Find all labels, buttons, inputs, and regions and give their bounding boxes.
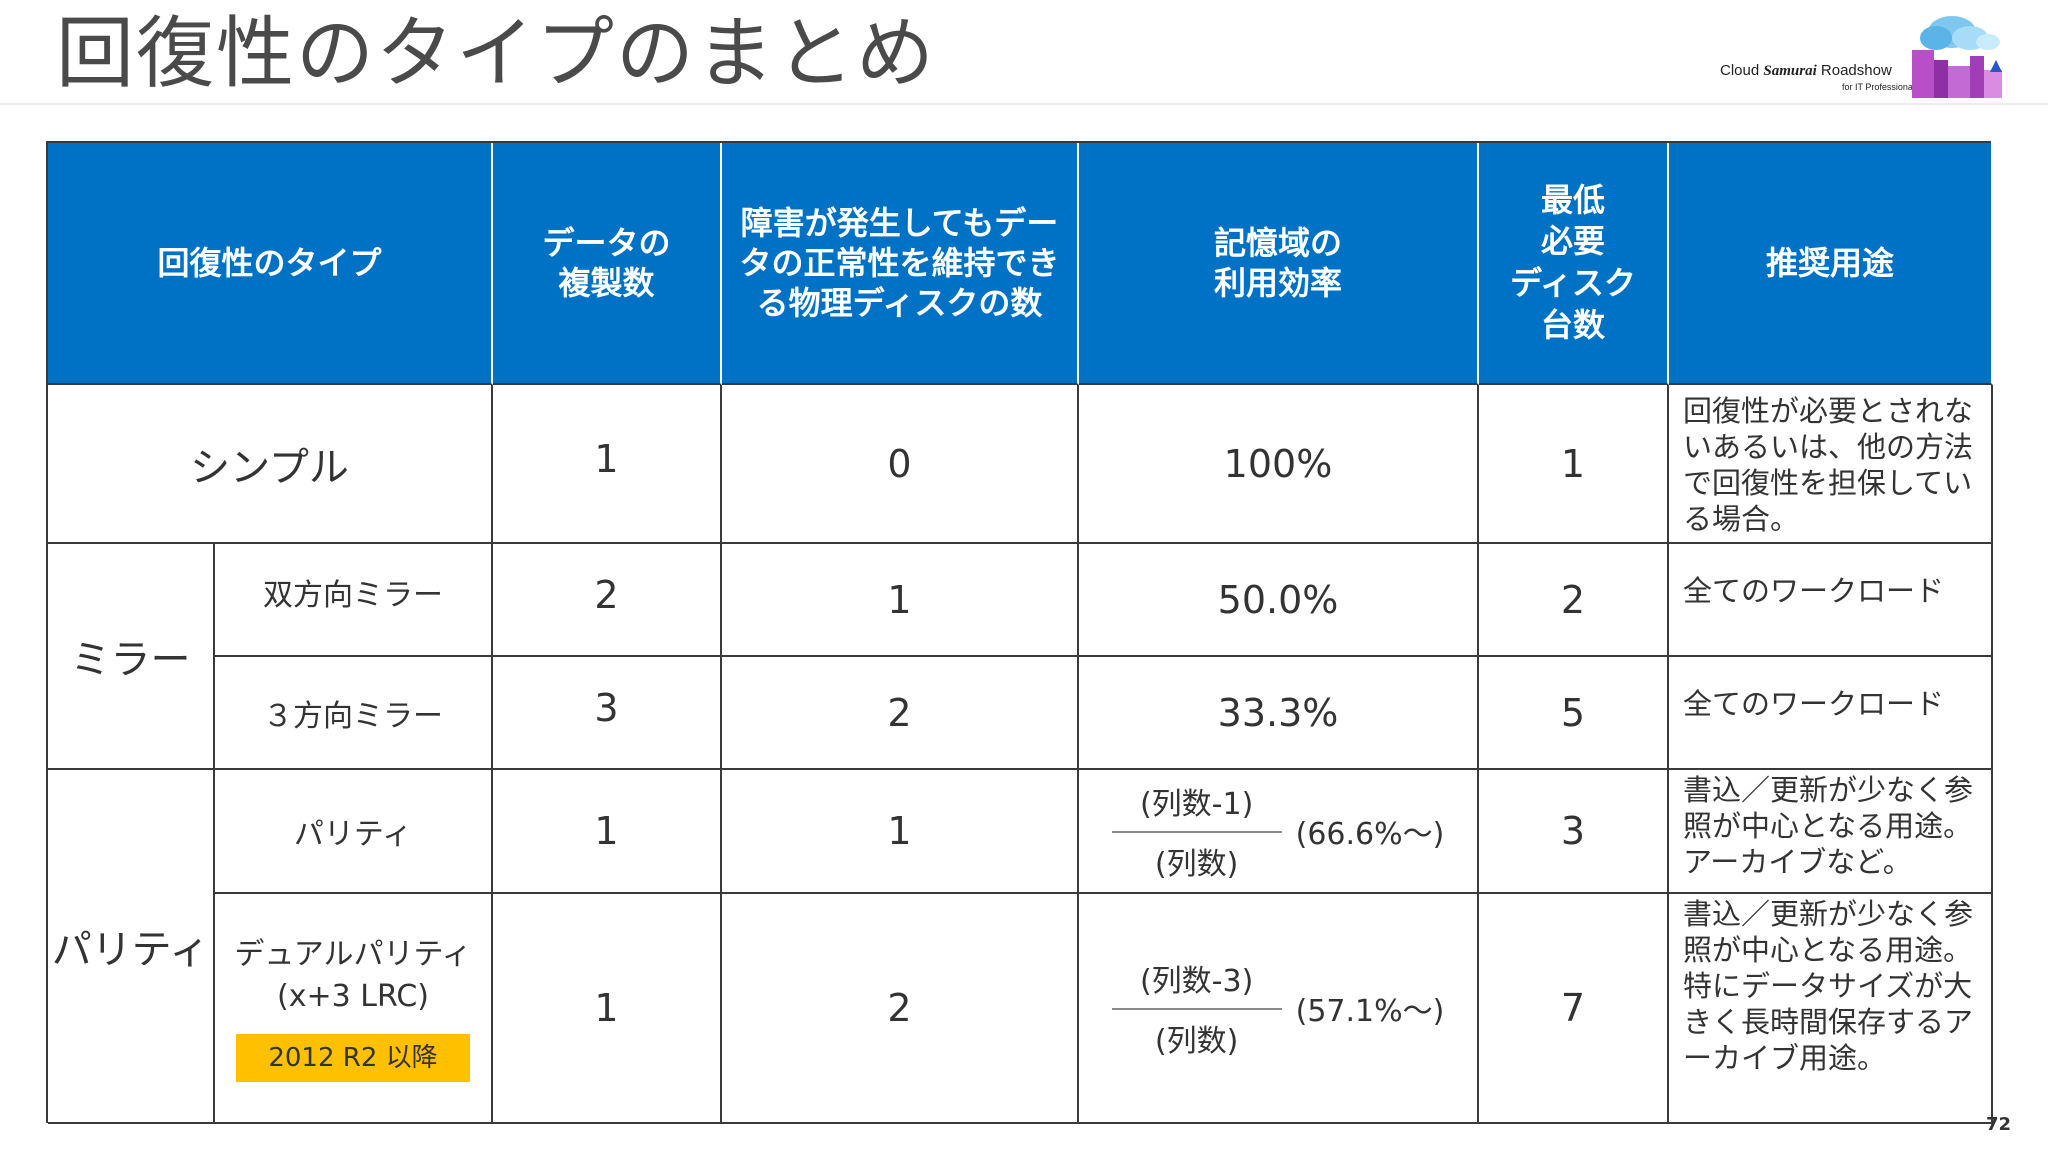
simple-copies: 1	[493, 385, 722, 544]
dual-parity-tolerance: 2	[722, 894, 1079, 1124]
dual-parity-cell: デュアルパリティ (x+3 LRC) 2012 R2 以降	[215, 894, 493, 1124]
parity-efficiency-fraction: (列数-1) (列数)	[1111, 779, 1282, 883]
header-divider	[0, 103, 2048, 105]
three-way-mirror-label: ３方向ミラー	[215, 657, 493, 770]
simple-min-disks: 1	[1479, 385, 1669, 544]
parity-group-label: パリティ	[48, 770, 215, 1124]
dual-parity-sublabel: (x+3 LRC)	[277, 979, 429, 1014]
header-copies: データの 複製数	[493, 143, 722, 385]
parity-usage: 書込／更新が少なく参照が中心となる用途。アーカイブなど。	[1669, 770, 1993, 894]
two-way-efficiency: 50.0%	[1079, 544, 1479, 657]
dual-parity-efficiency-value: (57.1%～)	[1295, 994, 1445, 1029]
dual-parity-usage: 書込／更新が少なく参照が中心となる用途。特にデータサイズが大きく長時間保存するア…	[1669, 894, 1993, 1124]
parity-efficiency: (列数-1) (列数) (66.6%～)	[1079, 770, 1479, 894]
parity-tolerance: 1	[722, 770, 1079, 894]
parity-label: パリティ	[215, 770, 493, 894]
three-way-efficiency: 33.3%	[1079, 657, 1479, 770]
simple-label: シンプル	[48, 385, 493, 544]
three-way-tolerance: 2	[722, 657, 1079, 770]
header-fault-tolerance: 障害が発生してもデー タの正常性を維持でき る物理ディスクの数	[722, 143, 1079, 385]
resiliency-table: 回復性のタイプ データの 複製数 障害が発生してもデー タの正常性を維持でき る…	[46, 141, 1993, 1124]
city-cloud-logo-icon	[1912, 16, 2002, 98]
logo-subtitle: for IT Professionals	[1842, 82, 1920, 92]
two-way-min-disks: 2	[1479, 544, 1669, 657]
two-way-copies: 2	[493, 544, 722, 657]
mirror-group-label: ミラー	[48, 544, 215, 770]
two-way-mirror-label: 双方向ミラー	[215, 544, 493, 657]
header-resiliency-type: 回復性のタイプ	[48, 143, 493, 385]
three-way-usage: 全てのワークロード	[1669, 657, 1993, 770]
two-way-tolerance: 1	[722, 544, 1079, 657]
three-way-copies: 3	[493, 657, 722, 770]
dual-parity-efficiency: (列数-3) (列数) (57.1%～)	[1079, 894, 1479, 1124]
page-number: 72	[1986, 1114, 2012, 1135]
logo-text: Cloud Samurai Roadshow	[1720, 62, 1892, 79]
dual-parity-copies: 1	[493, 894, 722, 1124]
version-badge: 2012 R2 以降	[236, 1034, 470, 1082]
dual-parity-label: デュアルパリティ	[234, 937, 472, 972]
header-min-disks: 最低 必要 ディスク 台数	[1479, 143, 1669, 385]
cloud-samurai-logo: Cloud Samurai Roadshow for IT Profession…	[1712, 10, 2012, 100]
dual-parity-efficiency-fraction: (列数-3) (列数)	[1111, 956, 1282, 1060]
simple-tolerance: 0	[722, 385, 1079, 544]
three-way-min-disks: 5	[1479, 657, 1669, 770]
dual-parity-min-disks: 7	[1479, 894, 1669, 1124]
fraction-bar	[1111, 1008, 1282, 1010]
fraction-bar	[1111, 831, 1282, 833]
parity-min-disks: 3	[1479, 770, 1669, 894]
slide-title: 回復性のタイプのまとめ	[56, 9, 937, 99]
header-recommended-use: 推奨用途	[1669, 143, 1993, 385]
parity-copies: 1	[493, 770, 722, 894]
two-way-usage: 全てのワークロード	[1669, 544, 1993, 657]
header-storage-efficiency: 記憶域の 利用効率	[1079, 143, 1479, 385]
simple-efficiency: 100%	[1079, 385, 1479, 544]
parity-efficiency-value: (66.6%～)	[1295, 817, 1445, 852]
simple-usage: 回復性が必要とされないあるいは、他の方法で回復性を担保している場合。	[1669, 385, 1993, 544]
